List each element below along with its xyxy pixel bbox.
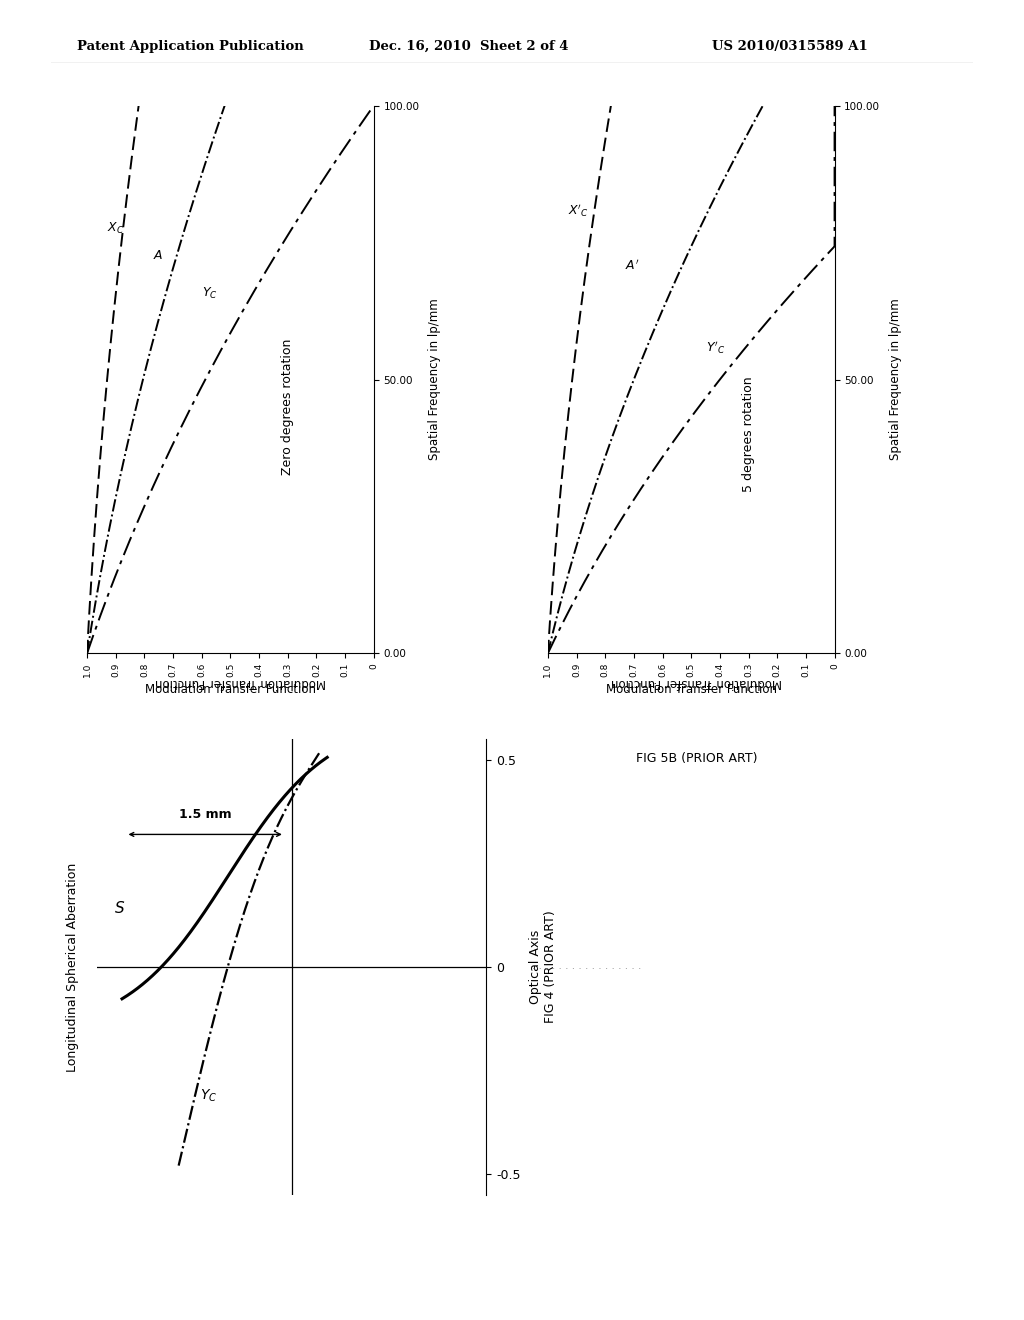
Text: $Y_C$: $Y_C$ (200, 1088, 217, 1104)
Text: . . . . . . . . . . . . . . . . .: . . . . . . . . . . . . . . . . . (532, 961, 642, 972)
Text: FIG 5B (PRIOR ART): FIG 5B (PRIOR ART) (636, 752, 758, 766)
Text: US 2010/0315589 A1: US 2010/0315589 A1 (712, 40, 867, 53)
Text: $X_C$: $X_C$ (108, 220, 124, 236)
Text: S: S (115, 902, 125, 916)
Y-axis label: Spatial Frequency in lp/mm: Spatial Frequency in lp/mm (428, 298, 440, 461)
Text: $Y_C$: $Y_C$ (202, 286, 217, 301)
Text: $X'_C$: $X'_C$ (568, 203, 589, 219)
Text: FIG 5A (PRIOR ART): FIG 5A (PRIOR ART) (175, 752, 297, 766)
Text: Modulation Transfer Function: Modulation Transfer Function (611, 676, 781, 689)
X-axis label: Modulation Transfer Function: Modulation Transfer Function (606, 682, 776, 696)
Text: $A$: $A$ (153, 249, 164, 261)
Text: Zero degrees rotation: Zero degrees rotation (282, 339, 294, 475)
Text: Modulation Transfer Function: Modulation Transfer Function (156, 676, 326, 689)
Y-axis label: Spatial Frequency in lp/mm: Spatial Frequency in lp/mm (889, 298, 901, 461)
Text: Longitudinal Spherical Aberration: Longitudinal Spherical Aberration (66, 862, 79, 1072)
Text: Patent Application Publication: Patent Application Publication (77, 40, 303, 53)
Text: $A'$: $A'$ (626, 259, 640, 273)
Text: Dec. 16, 2010  Sheet 2 of 4: Dec. 16, 2010 Sheet 2 of 4 (369, 40, 568, 53)
Text: 5 degrees rotation: 5 degrees rotation (742, 376, 755, 492)
Text: $Y'_C$: $Y'_C$ (706, 339, 725, 356)
Y-axis label: Optical Axis
FIG 4 (PRIOR ART): Optical Axis FIG 4 (PRIOR ART) (529, 911, 557, 1023)
X-axis label: Modulation Transfer Function: Modulation Transfer Function (145, 682, 315, 696)
Text: 1.5 mm: 1.5 mm (179, 808, 231, 821)
